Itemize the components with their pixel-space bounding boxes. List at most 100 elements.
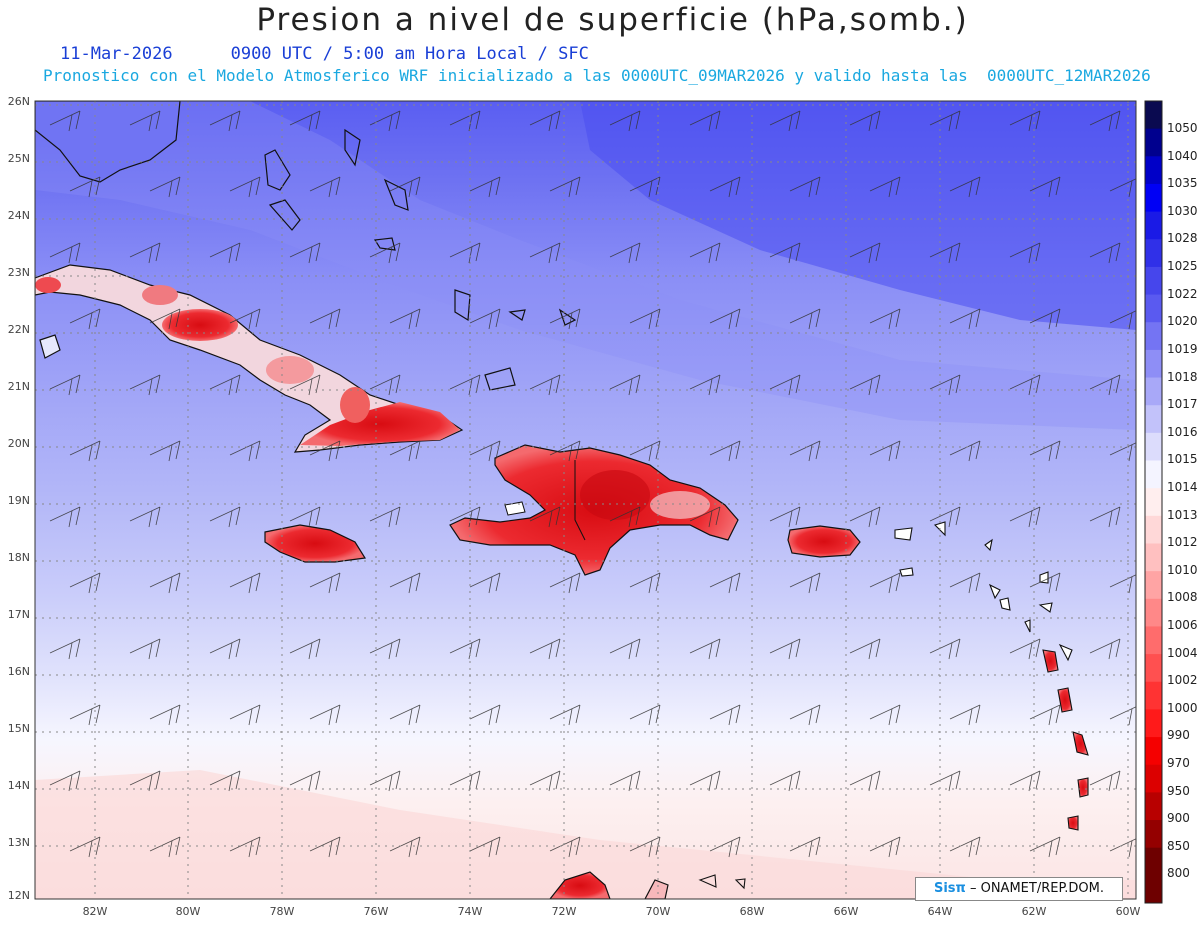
wind-barb — [869, 440, 901, 462]
wind-barb — [849, 242, 881, 264]
wind-barb — [549, 704, 581, 726]
colorbar-swatch — [1145, 681, 1162, 710]
lat-label: 17N — [8, 608, 30, 621]
colorbar-label: 850 — [1167, 839, 1190, 853]
lat-label: 18N — [8, 551, 30, 564]
wind-barb — [229, 176, 261, 198]
wind-barb — [1089, 242, 1121, 264]
wind-barb — [849, 770, 881, 792]
wind-barb — [1089, 638, 1121, 660]
isla-juventud — [39, 334, 61, 359]
colorbar-label: 1019 — [1167, 342, 1198, 356]
colorbar-swatch — [1145, 764, 1162, 793]
wind-barb — [469, 440, 501, 462]
lat-label: 23N — [8, 266, 30, 279]
wind-barb — [49, 638, 81, 660]
sispi-logo: Sisπ — [933, 881, 966, 896]
colorbar-label: 990 — [1167, 728, 1190, 742]
wind-barb — [769, 374, 801, 396]
lat-label: 19N — [8, 494, 30, 507]
wind-barb — [949, 704, 981, 726]
wind-barb — [229, 836, 261, 858]
wind-barb — [869, 572, 901, 594]
valid-time: 0900 UTC / 5:00 am Hora Local / SFC — [230, 44, 589, 64]
colorbar-label: 1015 — [1167, 452, 1198, 466]
colorbar-swatch — [1145, 377, 1162, 406]
colorbar-swatch — [1145, 183, 1162, 213]
colorbar-swatch — [1145, 156, 1162, 185]
cuba-west-low — [162, 309, 238, 341]
cuba-east-low — [300, 402, 460, 446]
wind-barb — [229, 572, 261, 594]
wind-barb — [609, 110, 641, 132]
wind-barb — [849, 506, 881, 528]
wind-barb — [449, 638, 481, 660]
wind-barb — [309, 572, 341, 594]
wind-barb — [709, 572, 741, 594]
lat-label: 22N — [8, 323, 30, 336]
wind-barb — [789, 440, 821, 462]
wind-barb — [209, 374, 241, 396]
wind-barb — [609, 374, 641, 396]
wind-barb — [709, 836, 741, 858]
wind-barb — [609, 506, 641, 528]
wind-barb — [289, 242, 321, 264]
colorbar-swatch — [1145, 654, 1162, 683]
colorbar-label: 1004 — [1167, 646, 1198, 660]
wind-barb — [609, 638, 641, 660]
lon-label: 66W — [834, 905, 859, 918]
wind-barb — [1089, 374, 1121, 396]
wind-barb — [789, 704, 821, 726]
wind-barbs — [49, 110, 1136, 858]
high-pressure-band — [580, 101, 1136, 330]
wind-barb — [129, 242, 161, 264]
lon-label: 62W — [1022, 905, 1047, 918]
wind-barb — [1109, 574, 1136, 594]
wind-barb — [769, 770, 801, 792]
wind-barb — [549, 440, 581, 462]
wind-barb — [949, 572, 981, 594]
colorbar-swatch — [1145, 460, 1162, 489]
wind-barb — [929, 770, 961, 792]
colorbar-swatch — [1145, 294, 1162, 323]
wind-barb — [469, 572, 501, 594]
jamaica — [264, 524, 367, 563]
wind-barb — [789, 176, 821, 198]
colorbar-label: 1030 — [1167, 204, 1198, 218]
forecast-date: 11-Mar-2026 — [60, 44, 173, 64]
aruba-curacao — [644, 879, 669, 899]
wind-barb — [549, 836, 581, 858]
wind-barb — [49, 506, 81, 528]
venezuela-peninsula — [549, 871, 611, 899]
colorbar-label: 1035 — [1167, 176, 1198, 190]
lat-label: 20N — [8, 437, 30, 450]
lat-label: 16N — [8, 665, 30, 678]
wind-barb — [689, 638, 721, 660]
colorbar-swatch — [1145, 101, 1162, 130]
wind-barb — [869, 308, 901, 330]
wind-barb — [389, 440, 421, 462]
colorbar-label: 1017 — [1167, 397, 1198, 411]
wind-barb — [469, 704, 501, 726]
colorbar-swatch — [1145, 737, 1162, 766]
colorbar-swatch — [1145, 820, 1162, 849]
wind-barb — [869, 176, 901, 198]
wind-barb — [1009, 506, 1041, 528]
colorbar-swatch — [1145, 515, 1162, 544]
colorbar-swatch — [1145, 211, 1162, 240]
colorbar-label: 1028 — [1167, 231, 1198, 245]
colorbar-frame — [1144, 100, 1163, 904]
wind-barb — [529, 506, 561, 528]
wind-barb — [309, 704, 341, 726]
lon-label: 72W — [552, 905, 577, 918]
haiti-dr-border — [574, 460, 586, 541]
wind-barb — [149, 704, 181, 726]
colorbar-swatch — [1145, 571, 1162, 600]
lon-label: 70W — [646, 905, 671, 918]
wind-barb — [689, 242, 721, 264]
wind-barb — [49, 770, 81, 792]
wind-barb — [309, 440, 341, 462]
colorbar-swatch — [1145, 128, 1162, 157]
colorbar-label: 1002 — [1167, 673, 1198, 687]
